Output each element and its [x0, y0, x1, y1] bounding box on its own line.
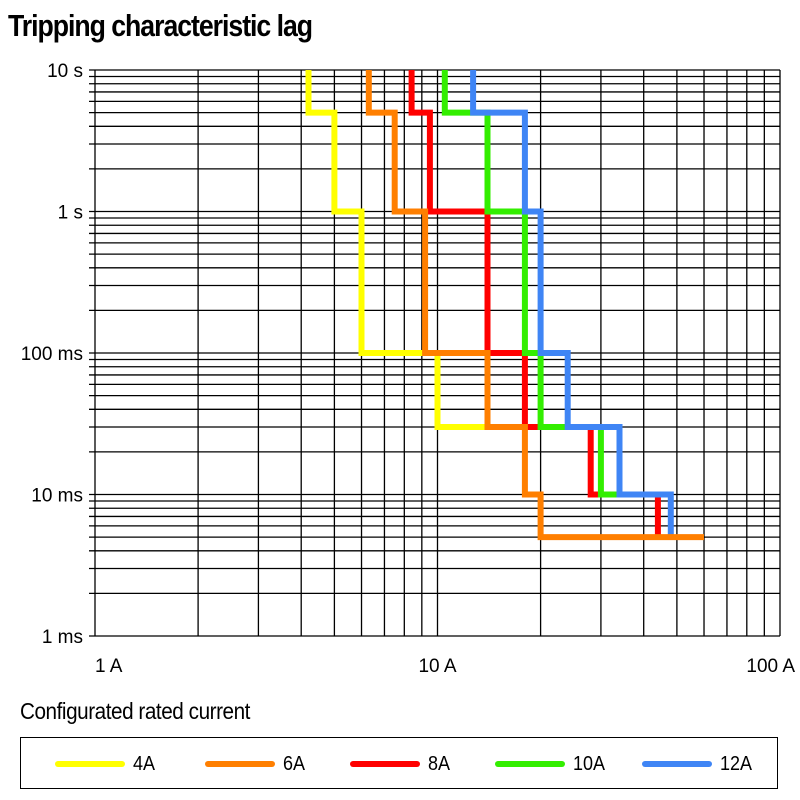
series-line-6A	[365, 70, 704, 541]
y-tick-label: 10 ms	[31, 486, 83, 507]
y-tick-label: 100 ms	[21, 344, 83, 365]
legend-swatch	[642, 761, 712, 767]
legend-label: 10A	[573, 752, 606, 775]
legend: 4A 6A 8A 10A 12A	[20, 737, 778, 789]
x-tick-label: 10 A	[418, 656, 456, 677]
chart-plot: 10 s 1 s 100 ms 10 ms 1 ms 1 A 10 A 100 A	[21, 61, 796, 677]
legend-item-12A: 12A	[642, 752, 756, 776]
legend-item-8A: 8A	[350, 752, 452, 776]
legend-swatch	[205, 761, 275, 767]
legend-swatch	[55, 761, 125, 767]
legend-label: 6A	[283, 752, 306, 775]
legend-item-4A: 4A	[55, 752, 157, 776]
x-tick-label: 1 A	[95, 656, 123, 677]
legend-swatch	[495, 761, 565, 767]
y-tick-label: 1 s	[58, 203, 83, 224]
x-tick-label: 100 A	[746, 656, 795, 677]
legend-swatch	[350, 761, 420, 767]
legend-item-10A: 10A	[495, 752, 609, 776]
legend-item-6A: 6A	[205, 752, 307, 776]
y-tick-label: 1 ms	[42, 627, 83, 648]
series-line-12A	[470, 70, 674, 538]
legend-title: Configurated rated current	[20, 698, 250, 724]
chart-title: Tripping characteristic lag	[8, 8, 313, 43]
y-tick-label: 10 s	[47, 61, 83, 82]
series-line-4A	[305, 70, 488, 430]
legend-label: 8A	[428, 752, 451, 775]
legend-label: 12A	[720, 752, 753, 775]
legend-label: 4A	[133, 752, 156, 775]
